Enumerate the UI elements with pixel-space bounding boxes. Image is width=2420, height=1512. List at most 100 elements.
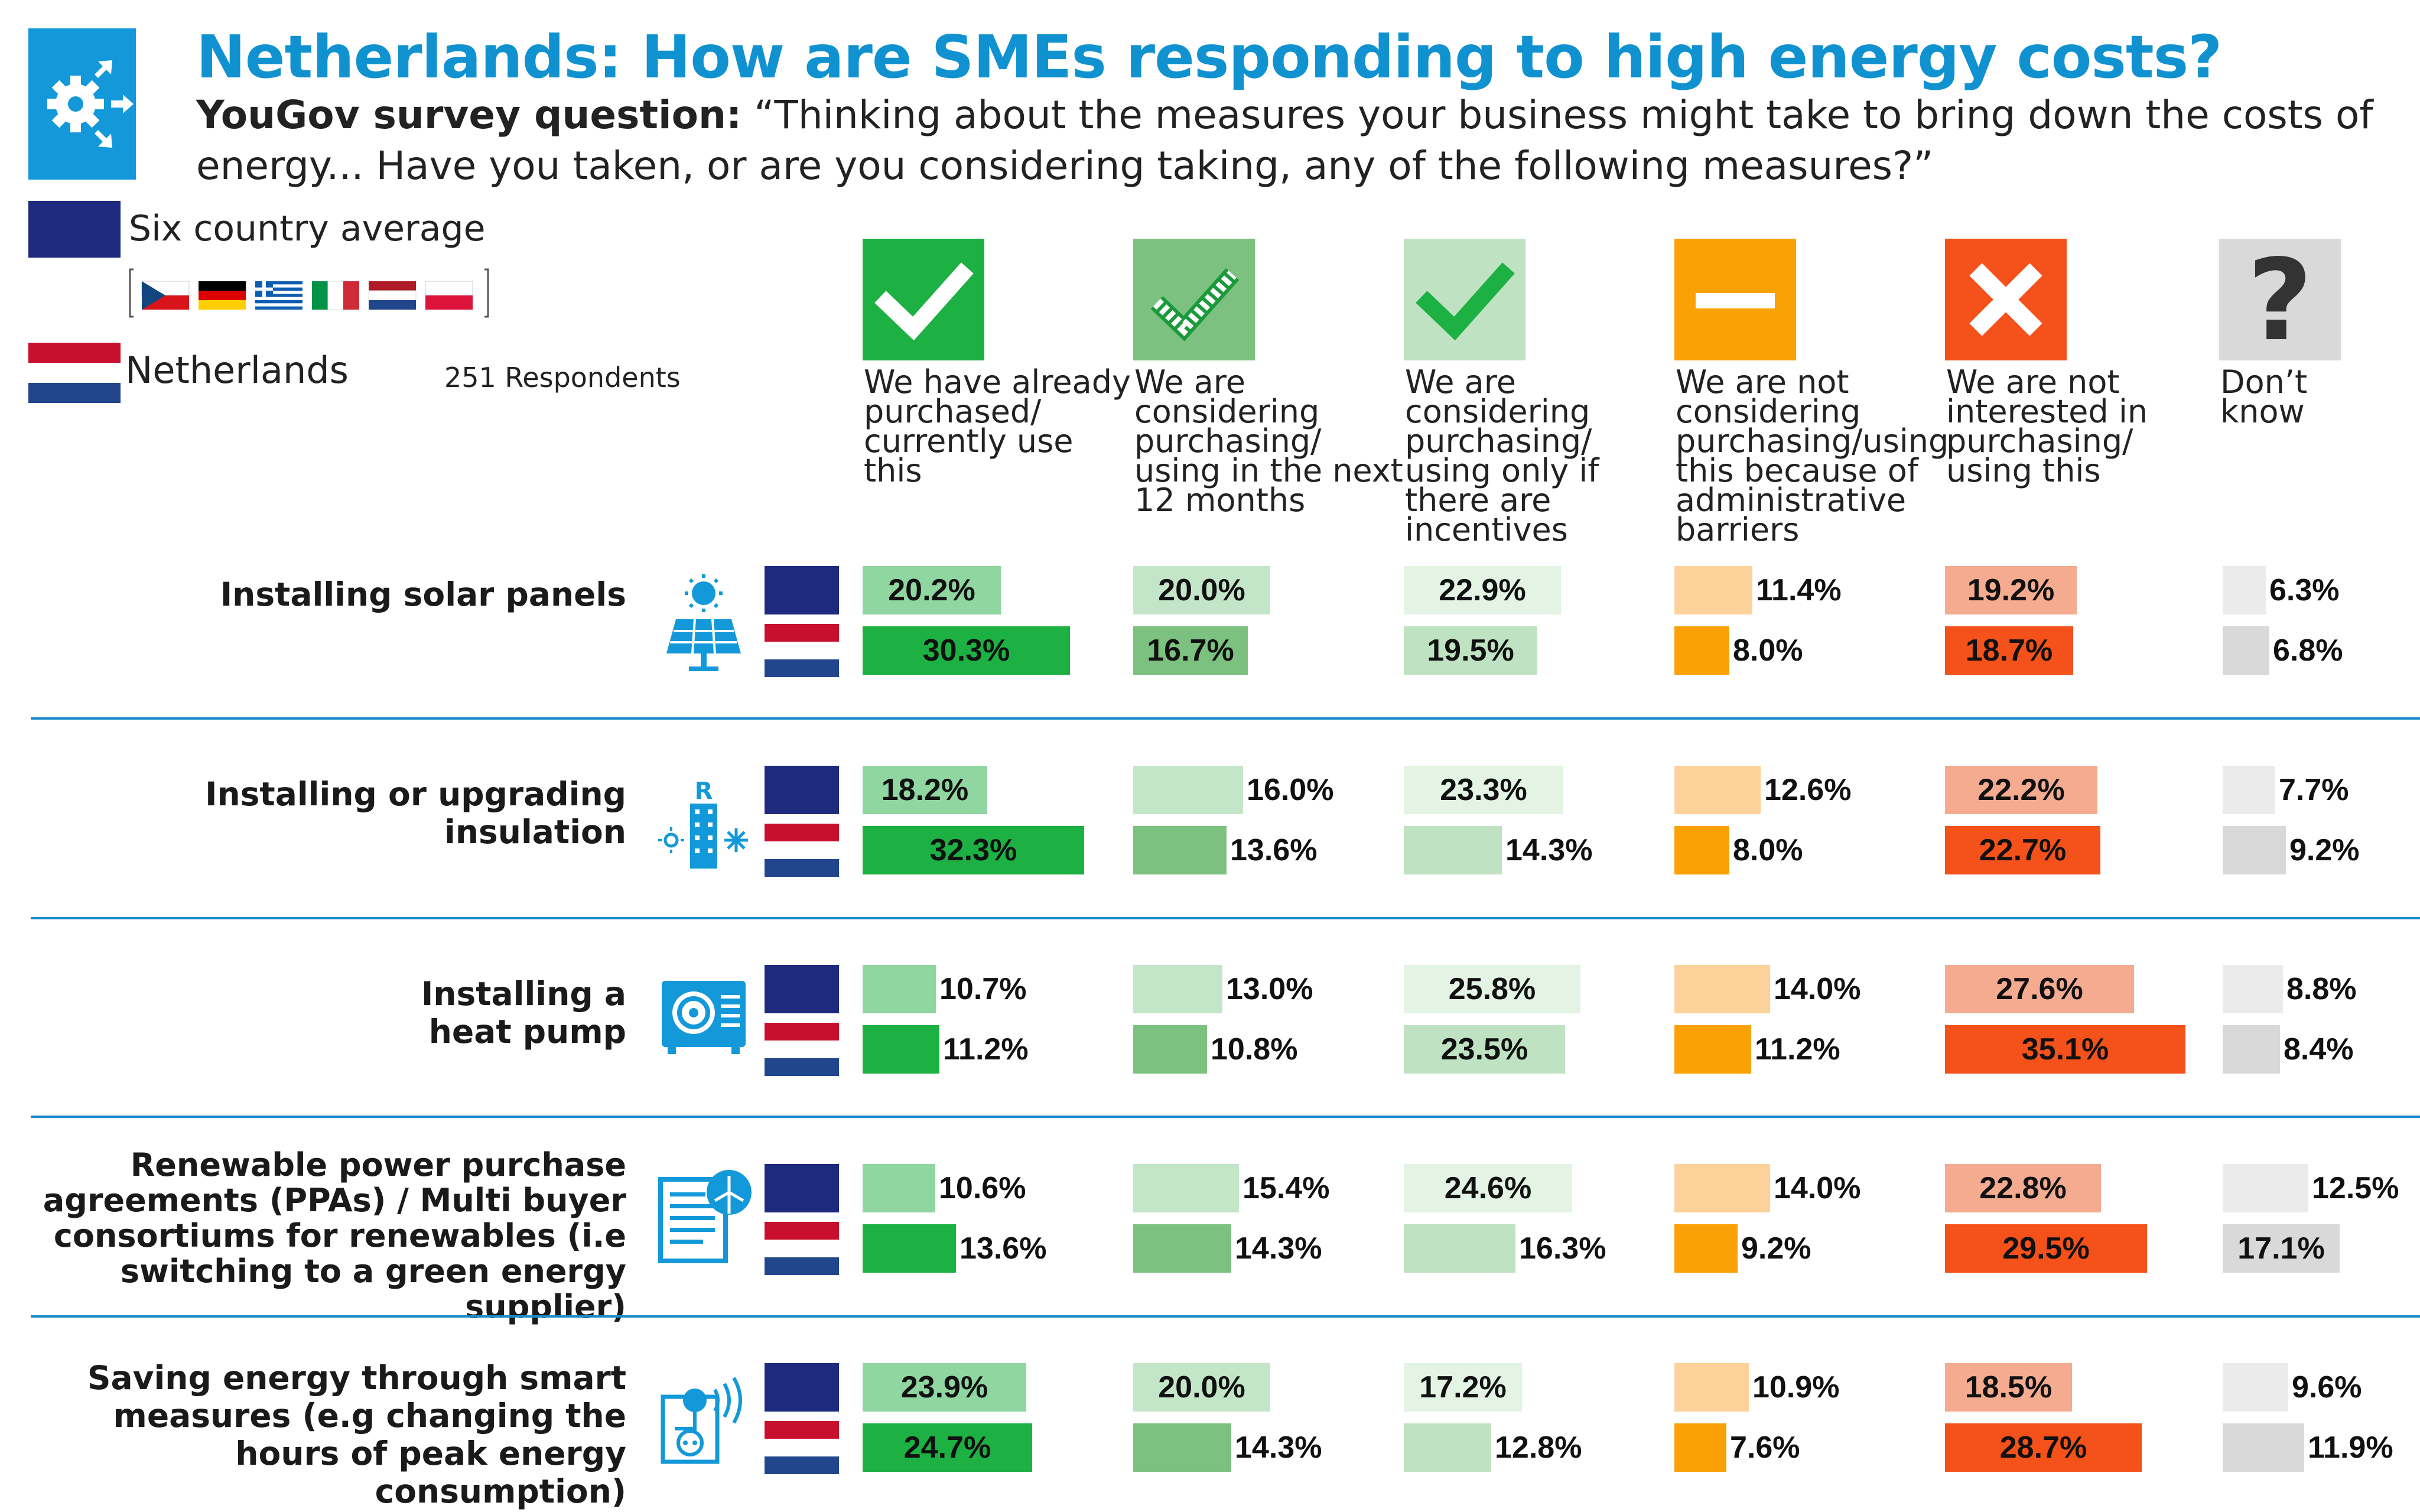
bar-average <box>1133 566 1270 614</box>
bar-average <box>1404 1363 1522 1412</box>
bar-value-label: 22.7% <box>1979 833 2067 867</box>
bar-value-label: 22.8% <box>1979 1171 2067 1205</box>
row-label-heat-pump: Installing a heat pump <box>421 975 626 1051</box>
bar-value-label: 19.5% <box>1427 633 1514 668</box>
bar-netherlands <box>1674 1224 1738 1273</box>
bar-value-label: 22.9% <box>1439 573 1526 607</box>
average-flag-row-2 <box>765 766 839 814</box>
bar-value-label: 18.7% <box>1965 633 2053 668</box>
bar-average <box>1945 566 2077 614</box>
bar-value-label: 13.0% <box>1226 972 1313 1006</box>
smart-plug-icon <box>657 1366 757 1467</box>
bar-value-label: 10.6% <box>939 1171 1026 1205</box>
bar-average <box>1404 965 1580 1013</box>
column-header-dont-know: Don’t know <box>2220 363 2308 430</box>
bar-value-label: 14.0% <box>1774 1171 1861 1205</box>
bar-netherlands <box>863 626 1070 675</box>
bar-value-label: 14.3% <box>1235 1231 1322 1266</box>
bar-average <box>1674 566 1752 614</box>
netherlands-flag-row-1 <box>765 624 839 677</box>
page-title: Netherlands: How are SMEs responding to … <box>196 22 2222 92</box>
bar-netherlands <box>863 1025 939 1074</box>
bar-value-label: 12.6% <box>1764 773 1852 807</box>
bar-value-label: 11.9% <box>2308 1430 2393 1465</box>
bar-average <box>863 965 936 1013</box>
bar-average <box>1945 1363 2072 1412</box>
bar-value-label: 13.6% <box>1230 833 1318 867</box>
bar-netherlands <box>2223 1025 2280 1074</box>
bar-average <box>1404 1164 1572 1212</box>
bar-value-label: 18.2% <box>881 773 969 807</box>
bar-average <box>2223 1164 2308 1212</box>
bar-value-label: 24.7% <box>903 1430 991 1465</box>
bar-netherlands <box>1404 626 1537 675</box>
bar-average <box>1674 1363 1749 1412</box>
bar-value-label: 9.6% <box>2292 1370 2362 1404</box>
bar-value-label: 27.6% <box>1996 972 2083 1006</box>
bar-netherlands <box>1945 1025 2185 1074</box>
row-separator <box>31 717 2420 720</box>
bar-average <box>1133 1363 1270 1412</box>
bar-value-label: 22.2% <box>1977 773 2065 807</box>
bar-value-label: 7.6% <box>1730 1430 1800 1465</box>
bar-value-label: 16.0% <box>1247 773 1334 807</box>
svg-text:R: R <box>695 778 713 805</box>
row-label-smart-measures: Saving energy through smart measures (e.… <box>87 1359 626 1510</box>
bar-netherlands <box>863 1423 1032 1472</box>
bar-average <box>1945 766 2097 814</box>
bar-value-label: 16.7% <box>1147 633 1234 668</box>
bar-average <box>2223 566 2266 614</box>
bar-average <box>863 1164 935 1212</box>
bar-value-label: 7.7% <box>2279 773 2349 807</box>
bar-value-label: 12.8% <box>1495 1430 1582 1465</box>
bar-average <box>2223 1363 2288 1412</box>
survey-question: YouGov survey question: “Thinking about … <box>196 90 2382 191</box>
bar-value-label: 20.0% <box>1158 573 1245 607</box>
netherlands-legend-label: Netherlands <box>125 349 349 392</box>
bar-value-label: 24.6% <box>1444 1171 1532 1205</box>
average-swatch <box>28 201 121 258</box>
question-prefix: YouGov survey question: <box>196 92 742 138</box>
average-flag-row-3 <box>765 965 839 1013</box>
bar-value-label: 19.2% <box>1967 573 2055 607</box>
bar-value-label: 17.2% <box>1419 1370 1507 1404</box>
bar-value-label: 16.3% <box>1519 1231 1606 1266</box>
row-separator <box>31 917 2420 919</box>
bar-netherlands <box>1133 826 1227 874</box>
row-separator <box>31 1116 2420 1118</box>
bar-netherlands <box>1404 1423 1491 1472</box>
bar-value-label: 9.2% <box>2289 833 2360 867</box>
bar-netherlands <box>1945 1423 2142 1472</box>
bar-netherlands <box>1133 1025 1207 1074</box>
bar-value-label: 20.2% <box>888 573 975 607</box>
bar-value-label: 10.8% <box>1211 1032 1298 1066</box>
bar-value-label: 8.0% <box>1733 633 1803 668</box>
average-flag-row-5 <box>765 1363 839 1412</box>
bar-value-label: 23.5% <box>1440 1032 1528 1066</box>
bar-value-label: 14.3% <box>1505 833 1593 867</box>
bar-value-label: 35.1% <box>2021 1032 2109 1066</box>
bar-netherlands <box>2223 1423 2304 1472</box>
bar-netherlands <box>2223 826 2286 874</box>
bar-average <box>2223 766 2275 814</box>
netherlands-flag-row-2 <box>765 824 839 877</box>
average-flag-row-4 <box>765 1164 839 1212</box>
bar-netherlands <box>1674 626 1729 675</box>
bar-value-label: 9.2% <box>1741 1231 1811 1266</box>
bar-netherlands <box>1133 626 1248 675</box>
light-check-icon <box>1404 239 1525 360</box>
bar-value-label: 14.3% <box>1235 1430 1322 1465</box>
bar-average <box>1404 766 1563 814</box>
bar-value-label: 30.3% <box>922 633 1010 668</box>
question-icon: ? <box>2219 235 2341 366</box>
netherlands-flag-row-3 <box>765 1023 839 1076</box>
bar-netherlands <box>1945 626 2073 675</box>
bar-netherlands <box>1674 1025 1751 1074</box>
bar-value-label: 18.5% <box>1964 1370 2053 1404</box>
bar-netherlands <box>1133 1423 1231 1472</box>
bar-value-label: 11.2% <box>943 1032 1029 1066</box>
bar-netherlands <box>1404 1224 1515 1273</box>
bar-value-label: 11.2% <box>1755 1032 1840 1066</box>
bar-netherlands <box>863 1224 956 1273</box>
